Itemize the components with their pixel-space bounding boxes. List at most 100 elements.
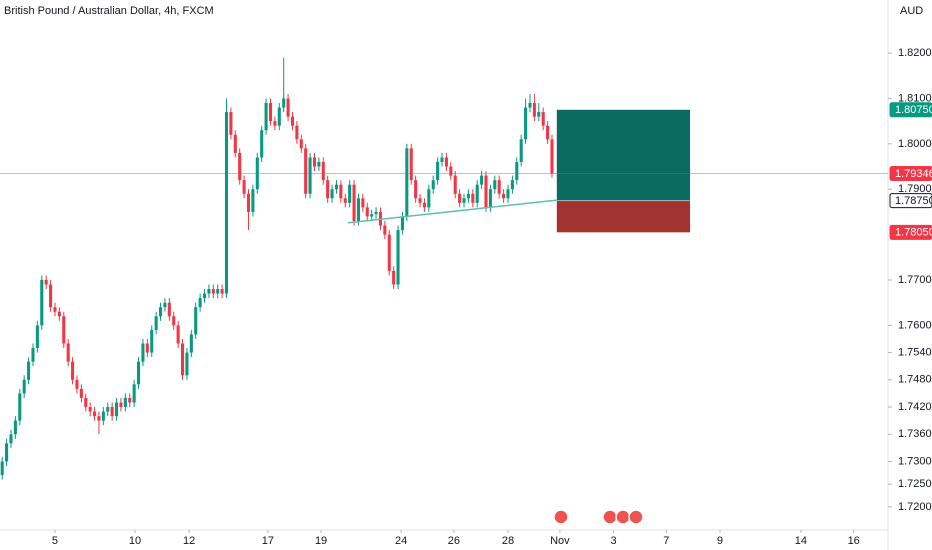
x-tick-label: 16 bbox=[848, 535, 860, 547]
candle-body bbox=[0, 461, 4, 476]
candle-body bbox=[436, 161, 440, 181]
y-tick-label: 1.76000 bbox=[898, 319, 932, 331]
candle-body bbox=[541, 112, 545, 126]
candle-body bbox=[453, 175, 457, 194]
candle-body bbox=[229, 112, 233, 135]
candle-body bbox=[5, 443, 9, 462]
candle-body bbox=[101, 411, 105, 421]
y-tick-label: 1.80000 bbox=[898, 138, 932, 150]
candle-body bbox=[128, 397, 132, 403]
candle-body bbox=[97, 416, 101, 421]
x-tick-label: 24 bbox=[395, 535, 407, 547]
x-tick-label: 28 bbox=[502, 535, 514, 547]
candle-body bbox=[185, 352, 189, 376]
candle-body bbox=[427, 189, 431, 208]
candle-body bbox=[13, 420, 17, 435]
candle-body bbox=[137, 361, 141, 385]
candle-body bbox=[35, 325, 39, 349]
candle-body bbox=[475, 184, 479, 203]
candle-body bbox=[180, 343, 185, 376]
candle-body bbox=[387, 234, 391, 271]
candle-body bbox=[246, 193, 251, 212]
candle-body bbox=[308, 157, 312, 194]
price-badge bbox=[889, 224, 932, 240]
candle-body bbox=[546, 125, 550, 140]
event-icon[interactable] bbox=[602, 509, 618, 525]
y-tick-label: 1.79000 bbox=[898, 183, 932, 195]
x-tick-label: 9 bbox=[717, 535, 723, 547]
candle-body bbox=[216, 289, 220, 294]
event-icon[interactable] bbox=[553, 509, 569, 525]
candle-body bbox=[251, 189, 255, 212]
candle-body bbox=[79, 388, 83, 398]
candle-body bbox=[312, 157, 317, 167]
candle-body bbox=[172, 316, 176, 326]
candle-body bbox=[44, 279, 48, 285]
candle-body bbox=[260, 130, 264, 158]
candle-body bbox=[158, 307, 163, 317]
candle-body bbox=[440, 157, 444, 162]
candle-body bbox=[418, 198, 422, 203]
candle-body bbox=[396, 230, 400, 285]
candle-body bbox=[88, 407, 92, 412]
candle-body bbox=[211, 289, 215, 294]
candle-body bbox=[242, 180, 246, 194]
event-icon[interactable] bbox=[615, 509, 631, 525]
candle-body bbox=[370, 214, 374, 217]
y-tick-label: 1.72000 bbox=[898, 501, 932, 513]
candle-body bbox=[506, 189, 510, 199]
candle-body bbox=[348, 184, 352, 203]
candle-body bbox=[224, 112, 229, 294]
candle-body bbox=[400, 216, 404, 231]
y-tick-label: 1.72500 bbox=[898, 478, 932, 490]
candle-body bbox=[22, 379, 26, 394]
candle-body bbox=[49, 284, 53, 308]
price-badge bbox=[889, 193, 932, 209]
candle-body bbox=[339, 184, 343, 199]
candle-body bbox=[141, 343, 145, 362]
candle-body bbox=[198, 298, 202, 308]
candle-body bbox=[62, 316, 66, 344]
candle-body bbox=[326, 180, 330, 199]
candle-body bbox=[365, 207, 369, 217]
candle-body bbox=[444, 157, 448, 167]
event-icon[interactable] bbox=[628, 509, 644, 525]
price-badge-label: 1.78750 bbox=[895, 195, 932, 207]
candle-body bbox=[119, 402, 123, 408]
candle-body bbox=[383, 225, 387, 235]
candle-body bbox=[176, 325, 180, 344]
candle-body bbox=[31, 348, 35, 362]
candle-body bbox=[484, 175, 488, 208]
candle-body bbox=[532, 103, 536, 117]
candle-body bbox=[115, 402, 119, 417]
candle-body bbox=[163, 302, 167, 308]
price-badge bbox=[889, 102, 932, 118]
candle-body bbox=[431, 180, 435, 190]
candle-body bbox=[202, 293, 207, 299]
profit-zone bbox=[556, 109, 691, 201]
candle-body bbox=[510, 180, 514, 190]
candle-body bbox=[550, 139, 554, 174]
candle-body bbox=[352, 184, 356, 221]
candle-body bbox=[71, 361, 75, 380]
candle-body bbox=[282, 98, 286, 108]
candle-body bbox=[189, 334, 193, 353]
candle-body bbox=[150, 329, 154, 353]
candle-body bbox=[334, 184, 339, 190]
candle-body bbox=[524, 107, 528, 140]
price-badge-label: 1.79346 bbox=[895, 168, 932, 180]
candle-body bbox=[9, 434, 13, 444]
candle-body bbox=[414, 180, 418, 199]
y-tick-label: 1.81000 bbox=[898, 92, 932, 104]
candle-body bbox=[361, 198, 365, 208]
candle-body bbox=[106, 407, 110, 412]
candle-body bbox=[317, 161, 321, 167]
candle-body bbox=[519, 139, 523, 162]
x-tick-label: 3 bbox=[610, 535, 616, 547]
y-tick-label: 1.77000 bbox=[898, 274, 932, 286]
candle-body bbox=[18, 393, 22, 421]
y-tick-label: 1.82000 bbox=[898, 47, 932, 59]
candle-body bbox=[75, 379, 79, 389]
candle-body bbox=[207, 289, 211, 294]
